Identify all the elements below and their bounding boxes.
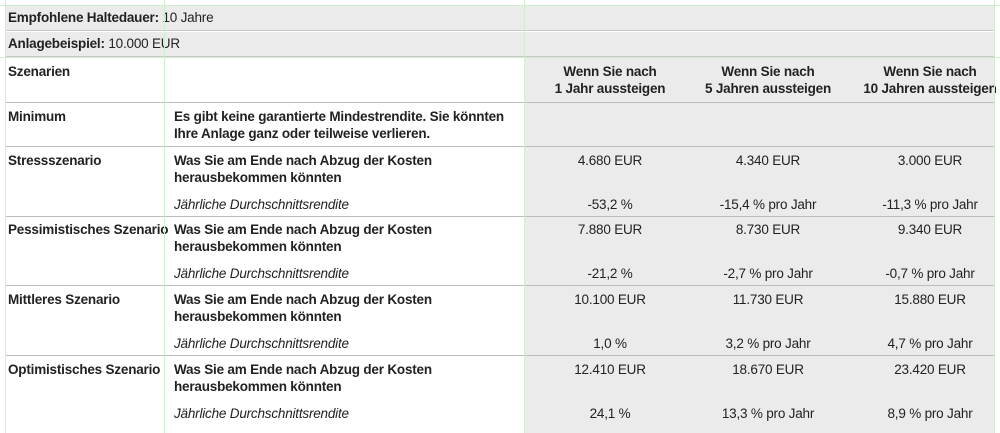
amount-value: 4.680 EUR xyxy=(577,153,643,168)
return-label: Jährliche Durchschnittsrendite xyxy=(174,197,349,212)
holding-period-row: Empfohlene Haltedauer: 10 Jahre xyxy=(6,6,994,31)
amount-value: 9.340 EUR xyxy=(897,222,963,237)
amount-label-line1: Was Sie am Ende nach Abzug der Kosten xyxy=(174,153,432,168)
row-divider xyxy=(6,102,994,103)
scenarios-header: Szenarien xyxy=(8,64,70,79)
investment-example-label: Anlagebeispiel: xyxy=(8,36,105,51)
return-value: 3,2 % pro Jahr xyxy=(725,336,811,351)
amount-value: 15.880 EUR xyxy=(894,292,966,307)
return-value: 24,1 % xyxy=(589,406,631,421)
amount-label-line2: herausbekommen könnten xyxy=(174,309,342,324)
return-value: -11,3 % pro Jahr xyxy=(882,197,978,212)
return-value: 8,9 % pro Jahr xyxy=(887,406,973,421)
col-2-header-line1: Wenn Sie nach xyxy=(721,64,815,79)
investment-example-row: Anlagebeispiel: 10.000 EUR xyxy=(6,32,994,57)
amount-label-line1: Was Sie am Ende nach Abzug der Kosten xyxy=(174,292,432,307)
amount-value: 18.670 EUR xyxy=(732,362,804,377)
amount-value: 4.340 EUR xyxy=(735,153,801,168)
return-value: 1,0 % xyxy=(593,336,627,351)
scenario-name-moderate: Mittleres Szenario xyxy=(8,292,120,307)
holding-period-value: 10 Jahre xyxy=(162,10,214,25)
amount-label-line1: Was Sie am Ende nach Abzug der Kosten xyxy=(174,362,432,377)
return-value: -2,7 % pro Jahr xyxy=(723,266,813,281)
amount-value: 23.420 EUR xyxy=(894,362,966,377)
holding-period-label: Empfohlene Haltedauer: xyxy=(8,10,159,25)
row-divider xyxy=(6,355,994,356)
return-value: -53,2 % xyxy=(587,197,633,212)
return-value: 13,3 % pro Jahr xyxy=(721,406,815,421)
amount-value: 7.880 EUR xyxy=(577,222,643,237)
return-value: -21,2 % xyxy=(587,266,633,281)
col-1-header-line2: 1 Jahr aussteigen xyxy=(554,81,666,96)
values-background xyxy=(525,58,994,433)
amount-label-line2: herausbekommen könnten xyxy=(174,170,342,185)
col-3-header-line2: 10 Jahren aussteigen xyxy=(863,81,997,96)
amount-value: 12.410 EUR xyxy=(574,362,646,377)
amount-value: 8.730 EUR xyxy=(735,222,801,237)
scenario-name-pessimistic: Pessimistisches Szenario xyxy=(8,222,169,237)
minimum-label: Minimum xyxy=(8,109,66,124)
minimum-text-line2: Ihre Anlage ganz oder teilweise verliere… xyxy=(174,126,430,141)
amount-label-line1: Was Sie am Ende nach Abzug der Kosten xyxy=(174,222,432,237)
minimum-text-line1: Es gibt keine garantierte Mindestrendite… xyxy=(174,109,504,124)
amount-label-line2: herausbekommen könnten xyxy=(174,379,342,394)
amount-value: 3.000 EUR xyxy=(897,153,963,168)
col-1-header-line1: Wenn Sie nach xyxy=(563,64,657,79)
row-divider xyxy=(6,146,994,147)
amount-value: 11.730 EUR xyxy=(732,292,804,307)
return-value: -15,4 % pro Jahr xyxy=(719,197,817,212)
investment-example-value: 10.000 EUR xyxy=(108,36,180,51)
scenario-name-optimistic: Optimistisches Szenario xyxy=(8,362,161,377)
row-divider xyxy=(6,285,994,286)
amount-label-line2: herausbekommen könnten xyxy=(174,239,342,254)
col-2-header-line2: 5 Jahren aussteigen xyxy=(704,81,831,96)
scenario-name-stress: Stressszenario xyxy=(8,153,102,168)
return-label: Jährliche Durchschnittsrendite xyxy=(174,336,349,351)
return-label: Jährliche Durchschnittsrendite xyxy=(174,406,349,421)
amount-value: 10.100 EUR xyxy=(574,292,646,307)
return-label: Jährliche Durchschnittsrendite xyxy=(174,266,349,281)
row-divider xyxy=(6,216,994,217)
return-value: -0,7 % pro Jahr xyxy=(885,266,975,281)
col-3-header-line1: Wenn Sie nach xyxy=(883,64,977,79)
return-value: 4,7 % pro Jahr xyxy=(887,336,973,351)
